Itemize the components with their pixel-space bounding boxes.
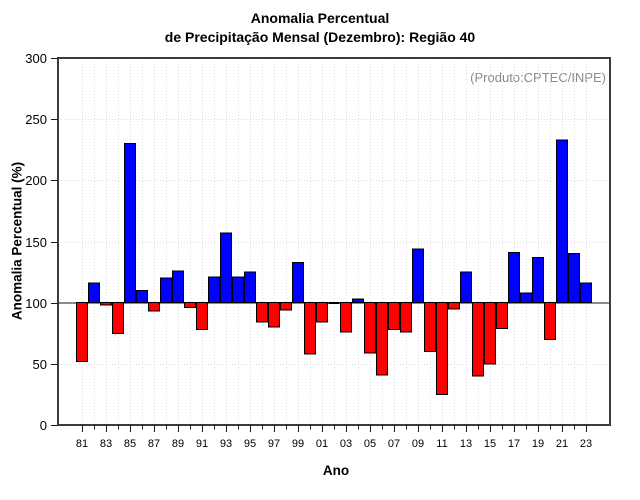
bar [436,302,448,395]
x-tick-label: 07 [388,438,400,450]
x-tick-label: 21 [556,438,568,450]
bar [172,270,184,304]
bar [340,302,352,333]
bar [376,302,388,376]
bar [424,302,436,353]
bar [544,302,556,340]
bar [460,271,472,304]
bar [508,252,520,304]
x-axis-label: Ano [322,463,350,478]
bar [520,292,532,304]
x-tick-label: 17 [508,438,520,450]
bar [232,276,244,304]
bar [244,271,256,304]
x-tick-label: 99 [292,438,304,450]
bar [580,282,592,304]
y-tick-label: 300 [25,51,47,66]
bar [76,302,88,362]
bar [364,302,376,354]
x-tick-label: 83 [100,438,112,450]
bar [400,302,412,333]
x-tick-label: 93 [220,438,232,450]
x-tick-label: 23 [580,438,592,450]
y-tick-label: 0 [40,418,47,433]
x-tick-label: 13 [460,438,472,450]
bar [496,302,508,329]
bar [532,256,544,304]
x-tick-label: 81 [76,438,88,450]
bar [100,302,112,306]
x-tick-label: 11 [436,438,447,450]
x-tick-label: 01 [316,438,328,450]
bar [448,302,460,310]
bar [472,302,484,377]
x-tick-label: 97 [268,438,280,450]
bar [412,248,424,304]
bar [484,302,496,365]
x-tick-label: 03 [340,438,352,450]
x-tick-label: 05 [364,438,376,450]
bar [148,302,160,312]
bar [112,302,124,334]
bar [160,277,172,304]
bar [280,302,292,311]
x-tick-label: 87 [148,438,160,450]
chart-title-line1: Anomalia Percentual [250,10,390,26]
bar [196,302,208,331]
x-tick-label: 89 [172,438,184,450]
bar [268,302,280,328]
bar [124,143,136,304]
y-tick-label: 150 [25,235,47,250]
y-tick-label: 50 [33,357,47,372]
x-tick-label: 95 [244,438,256,450]
bar [220,232,232,304]
bar [208,276,220,304]
bar [316,302,328,323]
bar [556,139,568,304]
y-tick-label: 200 [25,173,47,188]
bar [184,302,196,309]
bar [88,282,100,304]
x-tick-label: 15 [484,438,496,450]
x-tick-label: 91 [196,438,208,450]
y-tick-label: 100 [25,296,47,311]
x-tick-label: 09 [412,438,424,450]
bar [388,302,400,331]
bar [304,302,316,355]
chart-title-line2: de Precipitação Mensal (Dezembro): Regiã… [164,29,476,45]
source-annotation: (Produto:CPTEC/INPE) [470,70,606,85]
x-tick-label: 19 [532,438,544,450]
bar [256,302,268,323]
x-tick-label: 85 [124,438,136,450]
bar [352,298,364,304]
bar [292,261,304,304]
bar [568,253,580,304]
bar [136,289,148,304]
chart-title: Anomalia Percentual de Precipitação Mens… [0,9,640,47]
y-tick-label: 250 [25,112,47,127]
